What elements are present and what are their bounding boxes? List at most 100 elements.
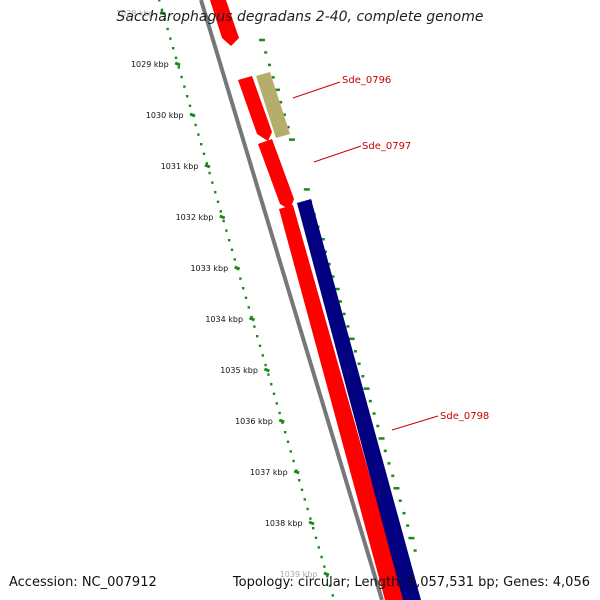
ruler-dot <box>272 392 276 395</box>
ruler-dot <box>326 575 329 578</box>
ruler-dot <box>180 75 183 79</box>
kbp-tick-label: 1033 kbp <box>190 264 228 273</box>
gene-label-sde-0796[interactable]: Sde_0796 <box>292 75 391 99</box>
gene-arrow-lower[interactable] <box>258 139 294 210</box>
ruler-dot <box>300 488 304 491</box>
kbp-tick-label: 1035 kbp <box>220 366 258 375</box>
ruler-dot <box>286 440 290 443</box>
ruler-dot <box>253 325 256 328</box>
ruler-dot <box>267 373 270 376</box>
kbp-tick-label: 1028 kbp <box>116 9 154 18</box>
map-title: Saccharophagus degradans 2-40, complete … <box>116 9 484 25</box>
ruler-dot <box>320 555 323 559</box>
gene-sde-0798-arrow[interactable] <box>297 199 421 600</box>
ruler-dot <box>242 287 245 290</box>
kbp-tick <box>219 214 226 220</box>
kbp-tick-labels: 1028 kbp 1029 kbp 1030 kbp 1031 kbp 1032 kbp… <box>116 9 317 579</box>
ruler-dot <box>200 143 203 146</box>
gene-label-sde-0798[interactable]: Sde_0798 <box>391 411 489 431</box>
ruler-dot <box>233 258 236 261</box>
kbp-tick-label: 1030 kbp <box>146 111 184 120</box>
kbp-tick-label: 1029 kbp <box>131 60 169 69</box>
kbp-tick <box>159 10 166 16</box>
ruler-dot <box>256 335 259 338</box>
ruler-dot <box>314 536 318 539</box>
kbp-tick <box>174 61 181 67</box>
kbp-tick <box>204 163 211 169</box>
gene-arrow-top[interactable] <box>210 0 239 46</box>
ruler-dot <box>214 191 217 194</box>
kbp-tick <box>263 367 270 373</box>
ruler-dot <box>278 411 281 415</box>
ruler-dot <box>244 296 248 299</box>
genome-backbone <box>199 0 384 600</box>
ruler-dot <box>323 565 326 568</box>
ruler-dot <box>194 123 197 127</box>
ruler-dot <box>208 171 211 175</box>
ruler-dot <box>306 507 309 511</box>
gene-red-long[interactable] <box>279 205 405 600</box>
ruler-dot <box>225 229 228 232</box>
kbp-tick-marks <box>159 10 330 577</box>
gene-arrow-mid[interactable] <box>238 76 272 141</box>
ruler-dot <box>211 181 214 184</box>
ruler-dot <box>284 431 287 434</box>
ruler-dot <box>270 383 273 386</box>
ruler-dot <box>186 95 189 98</box>
kbp-tick-label: 1031 kbp <box>161 162 199 171</box>
ruler-dot <box>328 584 332 587</box>
ruler-dot <box>177 66 180 69</box>
ruler-dot <box>216 200 220 203</box>
kbp-tick <box>278 418 285 424</box>
kbp-tick <box>308 520 315 526</box>
ruler-dot <box>205 162 208 165</box>
ruler-dot <box>202 152 206 155</box>
ruler-dot <box>230 248 234 251</box>
ruler-dot <box>228 239 231 242</box>
ruler-dot <box>169 37 172 40</box>
kbp-tick <box>293 469 300 475</box>
ruler-dot <box>160 8 164 11</box>
gene-label-text[interactable]: Sde_0798 <box>440 411 489 422</box>
ruler-dot <box>309 517 312 520</box>
ruler-dot <box>219 210 222 213</box>
ruler-dot <box>292 459 295 463</box>
ruler-dot <box>298 479 301 482</box>
ruler-dot <box>247 306 250 309</box>
ruler-dot <box>174 56 178 59</box>
ruler-dot <box>222 219 225 223</box>
ruler-dot <box>261 354 264 357</box>
ruler-dot <box>183 85 186 88</box>
ruler-dot <box>239 277 242 280</box>
ruler-dot <box>166 27 169 31</box>
ruler-dot <box>275 402 278 405</box>
kbp-tick-label: 1037 kbp <box>250 468 288 477</box>
kbp-tick-label: 1036 kbp <box>235 417 273 426</box>
gene-label-text[interactable]: Sde_0796 <box>342 75 391 86</box>
ruler-dot <box>303 498 306 501</box>
kbp-tick <box>189 112 196 118</box>
ruler-dot <box>158 0 161 2</box>
kbp-tick <box>248 316 256 322</box>
ruler-dot <box>163 18 166 21</box>
ruler-dot <box>289 450 292 453</box>
kbp-tick-label: 1034 kbp <box>205 315 243 324</box>
kbp-tick-label: 1032 kbp <box>176 213 214 222</box>
ruler-dot <box>317 546 320 549</box>
genome-summary: Topology: circular; Length: 5,057,531 bp… <box>232 575 590 590</box>
ruler-dot <box>331 594 334 597</box>
kbp-tick-label: 1039 kbp <box>280 570 318 579</box>
gene-label-sde-0797[interactable]: Sde_0797 <box>313 141 411 163</box>
kbp-tick <box>234 265 241 271</box>
ruler-dot <box>250 315 253 319</box>
ruler-dot <box>312 527 315 530</box>
ruler-dot <box>172 47 175 50</box>
gene-sde-0796-arrow[interactable] <box>256 72 290 138</box>
kbp-tick <box>323 571 330 577</box>
ruler-dot <box>188 104 192 107</box>
kbp-tick-label: 1038 kbp <box>265 519 303 528</box>
ruler-dot <box>264 363 267 367</box>
accession-label: Accession: NC_007912 <box>9 575 157 590</box>
gene-label-text[interactable]: Sde_0797 <box>362 141 411 152</box>
